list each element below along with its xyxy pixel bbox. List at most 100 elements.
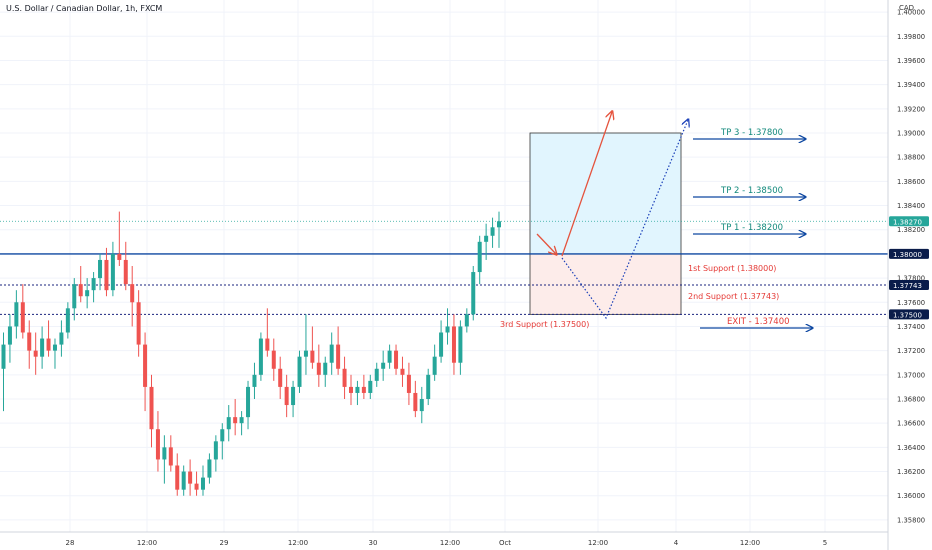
- candle-body: [200, 477, 205, 490]
- price-tick-18: 1.36200: [897, 468, 925, 476]
- candle-body: [181, 471, 186, 490]
- candle-20: [130, 266, 135, 327]
- pullback-path-arrow: [561, 120, 688, 320]
- candle-61: [394, 344, 399, 375]
- trade-zones: [529, 132, 682, 315]
- candle-body: [98, 259, 103, 279]
- candle-35: [226, 405, 231, 442]
- candle-45: [291, 380, 296, 418]
- candle-body: [419, 399, 424, 412]
- candle-body: [27, 332, 32, 351]
- candle-77: [497, 211, 501, 248]
- candle-body: [213, 441, 218, 460]
- candle-56: [361, 374, 366, 399]
- price-tick-13: 1.37200: [897, 347, 925, 355]
- candle-38: [246, 380, 251, 430]
- candle-body: [271, 350, 276, 369]
- candle-body: [458, 326, 463, 363]
- candle-37: [239, 411, 244, 436]
- price-tick-19: 1.36000: [897, 492, 925, 500]
- time-tick-2: 29: [220, 539, 229, 547]
- candle-21: [136, 290, 141, 357]
- support-label-2: 2nd Support (1.37743): [688, 292, 779, 301]
- candle-47: [303, 314, 308, 375]
- candle-body: [323, 362, 328, 375]
- candle-18: [117, 211, 122, 266]
- candle-body: [355, 386, 360, 393]
- candle-36: [233, 399, 238, 436]
- price-tick-1: 1.39800: [897, 33, 925, 41]
- candle-body: [439, 332, 444, 357]
- candle-body: [329, 344, 334, 363]
- candle-body: [65, 308, 70, 333]
- candle-body: [413, 392, 418, 412]
- candle-body: [85, 290, 90, 297]
- candle-body: [342, 368, 347, 387]
- candle-33: [213, 435, 218, 472]
- candle-59: [381, 350, 386, 381]
- currency-label: CAD: [899, 4, 914, 12]
- tp-label-1: TP 3 - 1.37800: [720, 128, 783, 138]
- candle-74: [477, 235, 482, 285]
- candle-body: [104, 259, 109, 291]
- candle-body: [143, 344, 148, 387]
- candle-44: [284, 374, 289, 418]
- candle-48: [310, 326, 315, 369]
- time-tick-1: 12:00: [137, 539, 157, 547]
- tp-label-2: TP 2 - 1.38500: [720, 186, 783, 196]
- time-tick-0: 28: [66, 539, 75, 547]
- price-tick-14: 1.37000: [897, 371, 925, 379]
- price-tag-2: 1.37743: [893, 282, 922, 290]
- candle-body: [484, 235, 489, 242]
- price-tick-0: 1.40000: [897, 9, 925, 17]
- bullish-path-arrow: [561, 112, 612, 257]
- candle-31: [200, 465, 205, 496]
- candle-29: [188, 459, 193, 496]
- candle-body: [400, 368, 405, 375]
- candle-body: [162, 447, 167, 460]
- candle-25: [162, 435, 167, 484]
- candle-3: [20, 284, 25, 339]
- candle-body: [239, 417, 244, 424]
- candle-body: [387, 350, 392, 363]
- candle-34: [220, 423, 225, 460]
- candle-body: [33, 350, 38, 357]
- price-tick-17: 1.36400: [897, 444, 925, 452]
- candle-body: [381, 362, 386, 369]
- candle-17: [110, 241, 115, 297]
- time-tick-3: 12:00: [288, 539, 308, 547]
- price-tick-5: 1.39000: [897, 130, 925, 138]
- chart-title: U.S. Dollar / Canadian Dollar, 1h, FXCM: [6, 4, 163, 13]
- candle-body: [123, 259, 128, 285]
- price-tag-bg-3: [889, 309, 929, 320]
- candle-5: [33, 332, 38, 375]
- candle-49: [316, 344, 321, 387]
- price-tick-16: 1.36600: [897, 420, 925, 428]
- time-tick-4: 30: [369, 539, 378, 547]
- candle-body: [226, 417, 231, 430]
- candle-39: [252, 362, 257, 399]
- candle-body: [432, 356, 437, 375]
- candle-body: [7, 326, 12, 345]
- candle-65: [419, 386, 424, 424]
- time-tick-8: 4: [674, 539, 679, 547]
- candle-6: [40, 326, 45, 369]
- candle-26: [168, 435, 173, 472]
- candle-body: [40, 338, 45, 357]
- time-tick-7: 12:00: [588, 539, 608, 547]
- price-tag-3: 1.37500: [893, 311, 922, 319]
- price-tick-9: 1.38200: [897, 226, 925, 234]
- price-tag-bg-1: [889, 248, 929, 259]
- candle-body: [445, 326, 450, 333]
- candle-11: [72, 278, 77, 321]
- candle-body: [149, 386, 154, 430]
- candle-body: [233, 417, 238, 424]
- candle-body: [426, 374, 431, 399]
- candle-60: [387, 344, 392, 369]
- candle-body: [297, 356, 302, 387]
- candle-body: [497, 221, 501, 228]
- candle-body: [155, 429, 160, 460]
- candle-62: [400, 356, 405, 387]
